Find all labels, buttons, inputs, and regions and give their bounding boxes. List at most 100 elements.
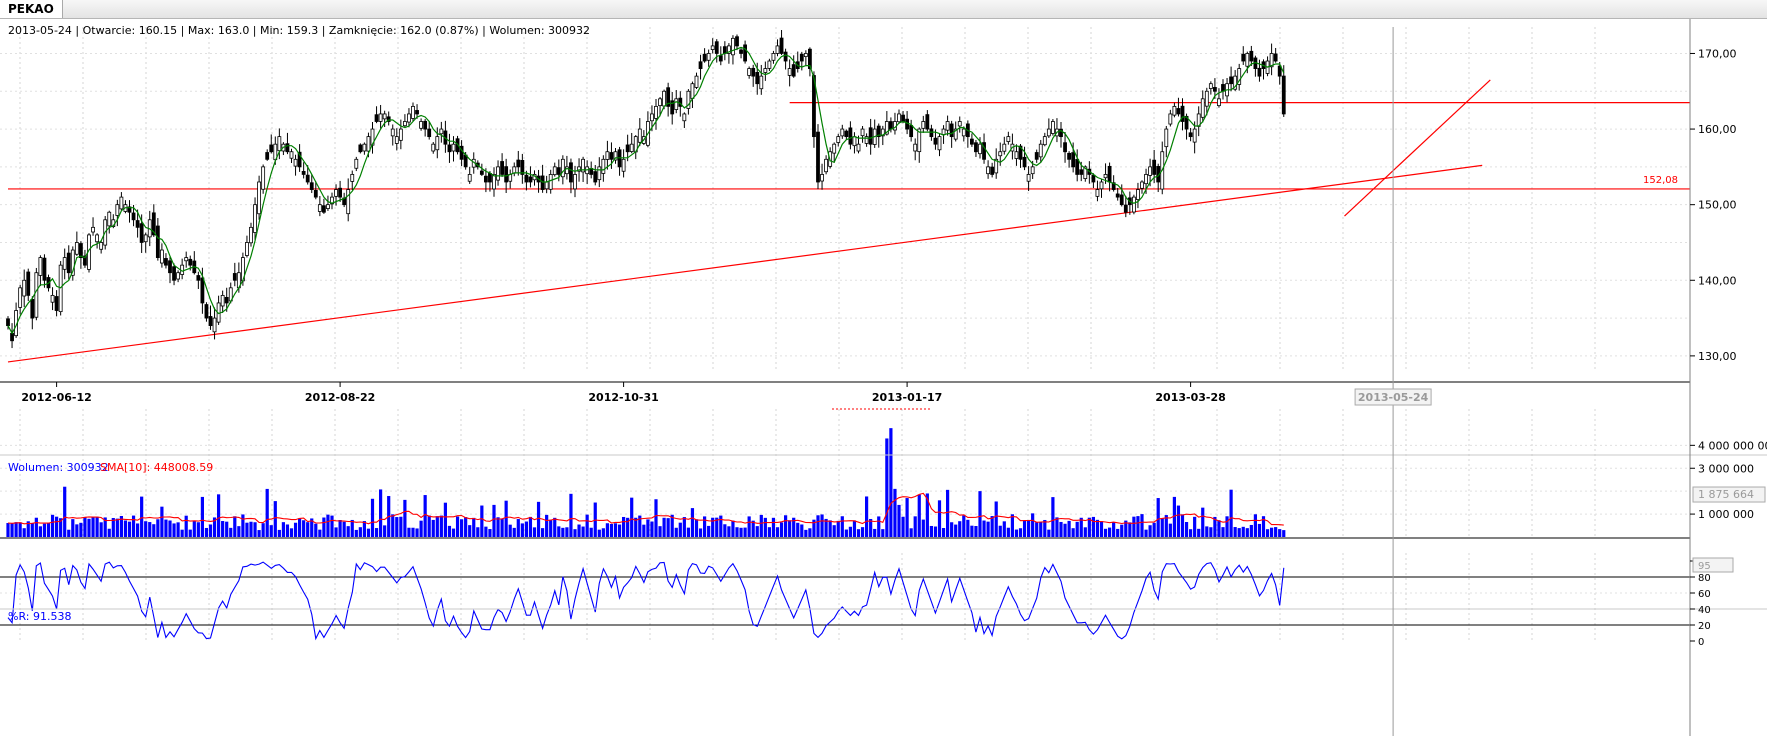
- volume-bar: [1156, 498, 1160, 537]
- candle-body: [151, 212, 156, 236]
- volume-bar: [775, 527, 780, 537]
- candle-body: [22, 279, 27, 297]
- candle-body: [629, 143, 634, 152]
- candle-body: [196, 275, 201, 281]
- candle-body: [775, 45, 780, 54]
- volume-bar: [545, 514, 549, 537]
- volume-bar: [885, 438, 889, 537]
- volume-bar: [484, 526, 488, 537]
- volume-bar: [164, 519, 168, 537]
- candle-body: [864, 136, 869, 144]
- candle-body: [860, 128, 865, 137]
- volume-bar: [34, 517, 38, 537]
- volume-bar: [504, 500, 508, 537]
- volume-bar: [500, 518, 504, 537]
- candle-body: [917, 128, 922, 153]
- candle-body: [200, 277, 205, 304]
- volume-bar: [1144, 529, 1148, 537]
- candle-body: [386, 116, 391, 122]
- volume-bar: [634, 517, 638, 537]
- volume-bar: [946, 489, 950, 537]
- volume-bar: [366, 528, 371, 537]
- volume-bar: [796, 522, 800, 537]
- volume-bar: [921, 519, 925, 537]
- candle-body: [747, 68, 752, 76]
- candle-body: [909, 125, 914, 138]
- candle-body: [832, 143, 837, 154]
- volume-bar: [354, 529, 358, 537]
- price-panel: 152,08: [6, 30, 1690, 363]
- volume-bar: [1095, 519, 1100, 537]
- candle-body: [1002, 143, 1007, 152]
- candle-body: [876, 125, 881, 138]
- sma-line: [7, 46, 1285, 335]
- volume-bar: [1245, 528, 1249, 537]
- candle-body: [1204, 90, 1209, 107]
- volume-bar: [694, 519, 699, 537]
- axes: 130,00 140,00 150,00 160,00 170,00 2012-06-12…: [0, 19, 1767, 736]
- volume-bar: [298, 518, 302, 537]
- volume-bar: [520, 523, 524, 537]
- candle-body: [512, 166, 517, 174]
- volume-bar: [937, 500, 942, 537]
- candle-body: [1281, 75, 1286, 115]
- volume-bar: [1209, 527, 1213, 537]
- volume-bar: [334, 527, 338, 537]
- candle-body: [309, 182, 314, 190]
- volume-bar: [403, 499, 407, 537]
- date-tick-label: 2012-10-31: [588, 391, 658, 404]
- volume-bar: [196, 522, 200, 537]
- tab-pekao[interactable]: PEKAO: [0, 0, 63, 18]
- volume-bar: [1189, 529, 1193, 537]
- volume-bar: [358, 527, 362, 537]
- candle-body: [374, 114, 379, 122]
- volume-bar: [6, 523, 10, 537]
- volume-bar: [743, 527, 747, 537]
- stock-chart[interactable]: 152,08 130,00140,00150,00160,00170,00201…: [0, 19, 1767, 736]
- volume-bar: [496, 517, 500, 537]
- candle-body: [884, 121, 889, 135]
- candle-body: [79, 243, 83, 258]
- volume-bar: [816, 515, 820, 537]
- volume-bar: [415, 528, 419, 537]
- candle-body: [1026, 174, 1031, 182]
- volume-bar: [1022, 520, 1027, 537]
- volume-bar: [917, 494, 921, 537]
- volume-bar: [411, 527, 415, 537]
- volume-bar: [958, 521, 962, 537]
- volume-bar: [585, 514, 589, 537]
- candle-body: [245, 242, 249, 256]
- candle-body: [735, 36, 739, 47]
- volume-bar: [848, 526, 852, 537]
- candle-body: [1099, 181, 1104, 190]
- volume-bar: [771, 517, 776, 537]
- volume-bar: [1079, 517, 1083, 537]
- candle-body: [722, 46, 727, 54]
- volume-bar: [1128, 522, 1132, 537]
- volume-bar: [889, 428, 893, 537]
- volume-bar: [71, 519, 75, 537]
- candle-body: [990, 166, 995, 175]
- volume-bar: [553, 517, 557, 537]
- candle-body: [605, 151, 610, 160]
- price-tick-label: 150,00: [1698, 199, 1737, 212]
- candle-body: [880, 128, 885, 137]
- volume-bar: [314, 523, 318, 537]
- volume-bar: [654, 499, 658, 537]
- volume-bar: [99, 522, 103, 537]
- volume-bar: [79, 522, 83, 537]
- volume-bar: [95, 516, 99, 537]
- candle-body: [483, 175, 488, 183]
- volume-sma-label: SMA[10]: 448008.59: [100, 461, 213, 474]
- candle-body: [670, 100, 675, 115]
- candle-body: [852, 136, 857, 147]
- candle-body: [492, 174, 496, 190]
- candle-body: [889, 121, 893, 130]
- candle-body: [346, 189, 351, 215]
- candle-body: [569, 162, 573, 183]
- date-tick-label: 2012-06-12: [21, 391, 91, 404]
- volume-bar: [350, 519, 354, 537]
- candle-body: [597, 166, 602, 181]
- candle-body: [135, 220, 140, 228]
- volume-bar: [1067, 520, 1071, 537]
